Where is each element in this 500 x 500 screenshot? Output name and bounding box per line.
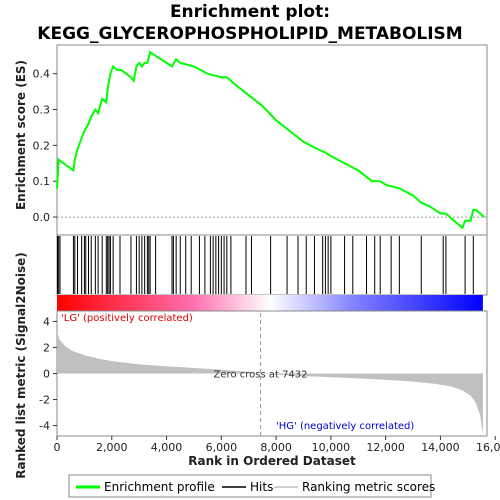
- x-tick-label: 0: [54, 441, 61, 454]
- legend-hits: Hits: [250, 480, 273, 494]
- es-y-tick-label: 0.4: [33, 68, 51, 81]
- metric-y-tick-label: -4: [39, 420, 50, 433]
- es-panel: 0.0 0.1 0.2 0.3 0.4 Enrichment score (ES): [14, 44, 488, 236]
- es-y-tick-label: 0.1: [33, 175, 51, 188]
- es-y-axis-label: Enrichment score (ES): [14, 60, 28, 210]
- negative-correlation-label: 'HG' (negatively correlated): [276, 421, 414, 432]
- x-tick-label: 4,000: [151, 441, 183, 454]
- chart-title-line1: Enrichment plot:: [170, 2, 330, 22]
- x-tick-label: 10,000: [312, 441, 351, 454]
- legend-ranking-metric-scores: Ranking metric scores: [302, 480, 435, 494]
- legend: Enrichment profile Hits Ranking metric s…: [68, 474, 435, 498]
- x-tick-label: 8,000: [260, 441, 292, 454]
- x-tick-label: 16,000: [476, 441, 500, 454]
- legend-enrichment-profile: Enrichment profile: [104, 480, 215, 494]
- metric-y-axis-label: Ranked list metric (Signal2Noise): [14, 252, 28, 479]
- metric-y-ticks: 4 2 0 -2 -4: [39, 315, 57, 433]
- metric-panel: Zero cross at 7432 'LG' (positively corr…: [14, 252, 488, 479]
- x-tick-label: 2,000: [96, 441, 128, 454]
- metric-y-tick-label: -2: [39, 394, 50, 407]
- es-y-tick-label: 0.3: [33, 104, 51, 117]
- x-tick-label: 6,000: [206, 441, 238, 454]
- x-tick-label: 14,000: [421, 441, 460, 454]
- x-tick-label: 12,000: [366, 441, 405, 454]
- chart-title-line2: KEGG_GLYCEROPHOSPHOLIPID_METABOLISM: [37, 24, 462, 44]
- metric-y-tick-label: 4: [43, 315, 50, 328]
- es-y-tick-label: 0.2: [33, 139, 51, 152]
- positive-correlation-label: 'LG' (positively correlated): [61, 313, 193, 324]
- x-axis-ticks: 0 2,000 4,000 6,000 8,000 10,000 12,000 14,000 1…: [54, 436, 500, 454]
- hit-marks: [57, 236, 474, 294]
- enrichment-profile-line: [56, 50, 485, 230]
- es-y-tick-label: 0.0: [33, 211, 51, 224]
- legend-box: [68, 474, 432, 498]
- es-y-ticks: 0.0 0.1 0.2 0.3 0.4: [33, 68, 57, 224]
- metric-y-tick-label: 0: [43, 368, 50, 381]
- rank-gradient-bar: [57, 295, 483, 311]
- hits-panel-frame: [56, 234, 488, 296]
- hits-panel: [56, 234, 488, 296]
- metric-y-tick-label: 2: [43, 341, 50, 354]
- x-axis-label: Rank in Ordered Dataset: [188, 454, 356, 468]
- zero-cross-label: Zero cross at 7432: [214, 370, 308, 381]
